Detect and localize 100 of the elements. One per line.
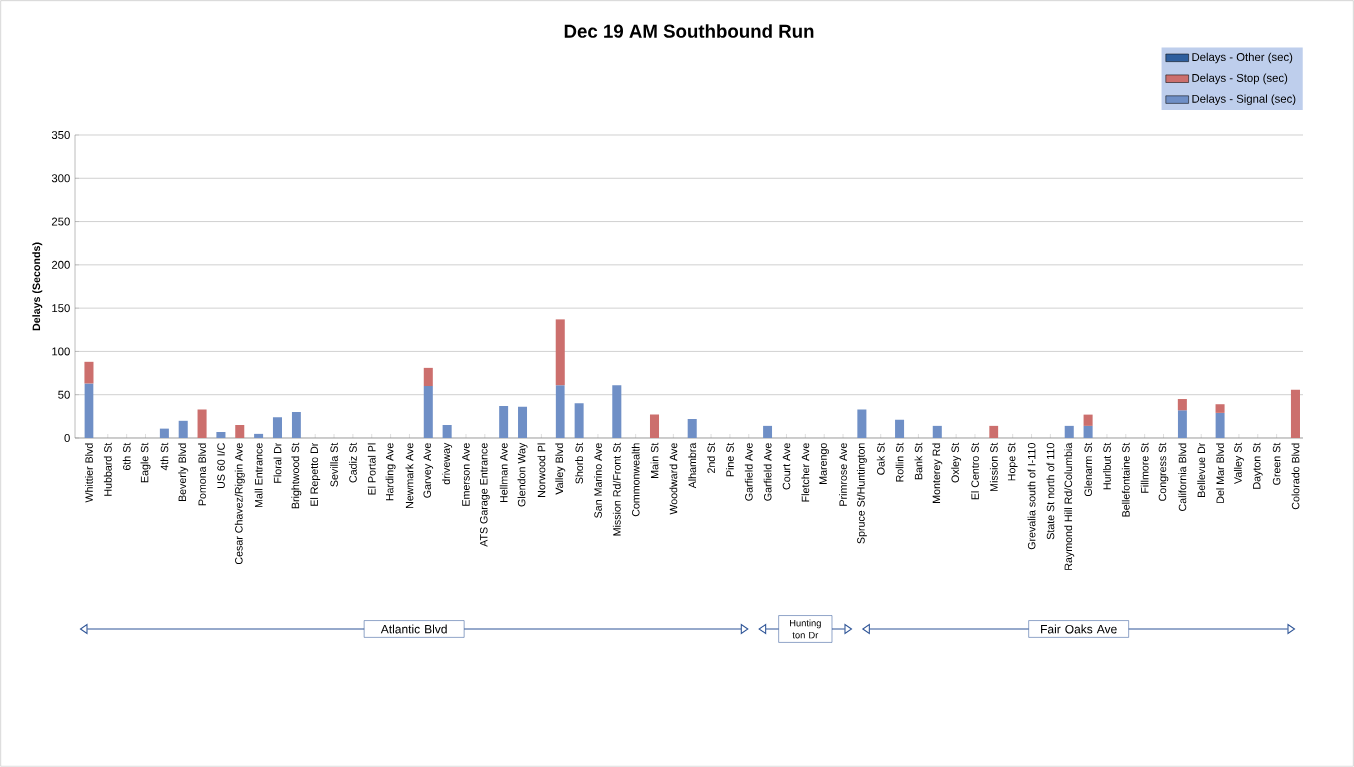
bar [442, 425, 452, 438]
x-tick-label: Congress St [1158, 442, 1169, 501]
x-tick-label: Sevilla St [330, 442, 338, 487]
x-tick-label: Raymond Hill Rd/Columbia [1064, 442, 1075, 570]
x-tick-label: Cadiz St [348, 442, 357, 483]
bar [178, 420, 188, 438]
bar [555, 319, 565, 386]
x-tick-label: El Repetto Dr [310, 442, 321, 506]
bar [1083, 414, 1093, 426]
y-tick-label: 100 [52, 347, 70, 356]
x-tick-label: El Centro St [971, 442, 979, 500]
x-tick-label: Oak St [876, 442, 885, 475]
x-tick-label: Bellevue Dr [1197, 442, 1206, 497]
x-tick-label: 2nd St [707, 442, 715, 473]
bar [857, 409, 867, 438]
text: Atlantic Blvd [380, 624, 447, 634]
bar [254, 433, 264, 438]
x-tick-label: Fillmore St [1140, 442, 1149, 493]
x-tick-label: 6th St [122, 442, 131, 471]
x-tick-label: Monterey Rd [932, 443, 943, 503]
x-tick-label: Pomona Blvd [198, 443, 206, 506]
x-tick-label: driveway [442, 442, 453, 485]
y-tick-label: 250 [51, 217, 70, 226]
x-tick-label: State St north of 110 [1046, 443, 1055, 540]
x-tick-label: 4th St [160, 442, 169, 471]
x-tick-label: Oxley St [951, 442, 962, 483]
x-tick-label: Norwood Pl [537, 443, 546, 497]
x-tick-label: Dayton St [1252, 442, 1263, 489]
x-tick-label: Shorb St [575, 442, 584, 484]
x-tick-label: Spruce St/Huntington [856, 443, 867, 544]
y-tick-label: 0 [64, 433, 70, 442]
bar [763, 425, 773, 438]
x-tick-label: Court Ave [782, 443, 791, 490]
bar [1215, 412, 1225, 438]
x-tick-label: Alhambra [688, 442, 697, 489]
bar [235, 425, 245, 438]
x-tick-label: Grevalia south of I-110 [1027, 443, 1036, 550]
x-tick-label: Pine St [725, 442, 734, 477]
x-tick-label: Cesar Chavez/Riggin Ave [234, 443, 245, 565]
bar [1083, 425, 1093, 438]
x-tick-label: Bank St [914, 442, 923, 480]
y-tick-label: 200 [51, 260, 70, 269]
chart-title: Dec 19 AM Southbound Run [564, 24, 814, 38]
x-tick-label: Newmark Ave [405, 443, 414, 509]
bar [159, 428, 169, 438]
bar [518, 406, 528, 438]
bar [649, 414, 660, 438]
x-tick-label: Harding Ave [385, 443, 396, 501]
x-tick-label: Fletcher Ave [801, 443, 810, 502]
x-tick-label: Mission Rd/Front St [612, 442, 621, 536]
x-tick-label: Glenarm St [1084, 442, 1093, 497]
x-tick-label: Mall Entrance [254, 443, 263, 508]
x-tick-label: Green St [1272, 442, 1281, 485]
y-axis-title: Delays (Seconds) [32, 242, 43, 331]
x-tick-label: El Portal Pl [367, 443, 376, 495]
x-tick-label: Hellman Ave [499, 443, 508, 503]
bar [612, 385, 622, 438]
x-tick-label: Colorado Blvd [1291, 443, 1300, 510]
bar [574, 403, 584, 438]
bar [216, 431, 226, 438]
y-tick-label: 350 [51, 130, 70, 139]
x-tick-label: Valley St [1233, 442, 1244, 484]
bar [687, 418, 697, 438]
x-tick-label: Eagle St [140, 442, 151, 483]
bar [1177, 410, 1187, 438]
x-tick-label: Garfield Ave [744, 443, 753, 501]
bar [423, 367, 433, 387]
x-tick-label: Hope St [1007, 442, 1018, 481]
bar [932, 425, 942, 438]
x-tick-label: Marengo [819, 443, 829, 484]
x-tick-label: Rollin St [895, 442, 904, 482]
bar [1177, 399, 1187, 411]
bar [197, 409, 207, 438]
x-tick-label: Primrose Ave [839, 443, 847, 506]
y-tick-label: 150 [52, 304, 70, 313]
x-tick-label: Whittier Blvd [85, 443, 93, 503]
x-tick-label: San Marino Ave [594, 443, 602, 518]
bar [1290, 389, 1300, 438]
legend-label: Delays - Other (sec) [1192, 52, 1293, 64]
x-tick-label: ATS Garage Entrance [480, 443, 490, 547]
legend-label: Delays - Signal (sec) [1192, 94, 1296, 106]
x-tick-label: Brightwood St [291, 442, 302, 509]
bar [895, 419, 905, 438]
x-tick-label: Hurlbut St [1103, 442, 1111, 490]
x-tick-label: Mission St [989, 442, 998, 492]
x-tick-label: Emerson Ave [462, 443, 470, 506]
y-tick-label: 300 [51, 174, 70, 183]
x-tick-label: Hubbard St [103, 442, 112, 496]
y-tick-label: 50 [58, 390, 70, 399]
bar [423, 386, 433, 438]
x-tick-label: Valley Blvd [555, 443, 566, 495]
x-tick-label: Woodward Ave [669, 443, 678, 515]
x-tick-label: California Blvd [1178, 443, 1187, 511]
bar [1064, 425, 1074, 438]
x-tick-label: Garfield Ave [763, 443, 772, 501]
x-tick-label: Garvey Ave [423, 443, 434, 498]
bar [84, 361, 94, 384]
bar [272, 417, 282, 438]
bar [1215, 404, 1225, 413]
x-tick-label: US 60 I/C [217, 443, 225, 489]
